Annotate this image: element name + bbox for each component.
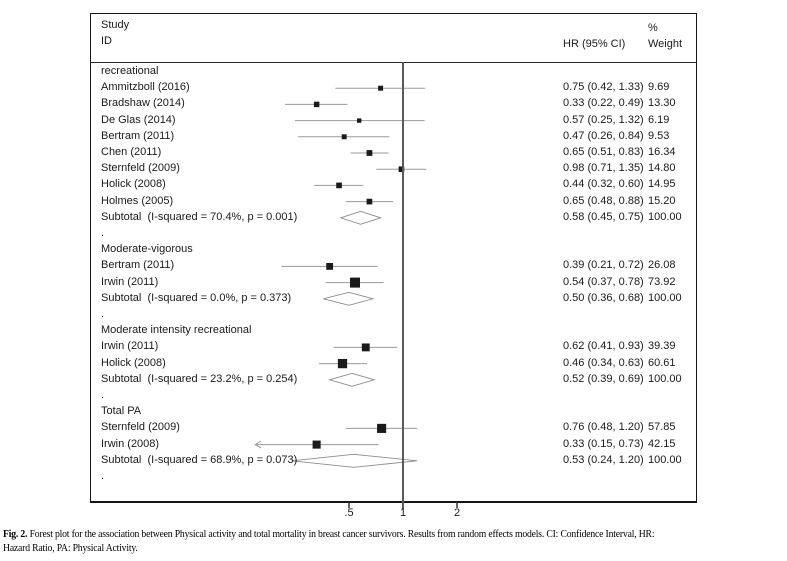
study-weight-value: 39.39 [648, 340, 676, 353]
subtotal-weight-value: 100.00 [648, 291, 682, 304]
group-label: recreational [101, 65, 159, 77]
study-weight-value: 60.61 [648, 356, 676, 369]
study-hr-ci-value: 0.47 (0.26, 0.84) [563, 129, 644, 142]
study-hr-ci-value: 0.65 (0.51, 0.83) [563, 146, 644, 158]
study-hr-ci-value: 0.75 (0.42, 1.33) [563, 81, 644, 94]
hr-marker [398, 166, 405, 173]
study-label: Chen (2011) [101, 146, 162, 158]
study-hr-ci-value: 0.44 (0.32, 0.60) [563, 178, 644, 191]
study-weight-value: 14.80 [648, 162, 676, 175]
study-label: Holick (2008) [101, 178, 166, 191]
caption-text-1: Forest plot for the association between … [29, 528, 655, 540]
group-gap-dot: . [101, 308, 105, 320]
study-weight-value: 6.19 [648, 113, 670, 126]
header-separator-line [91, 62, 696, 63]
figure-number-label: Fig. 2. [3, 528, 28, 540]
study-label: Ammitzboll (2016) [101, 81, 190, 94]
subtotal-weight-value: 100.00 [648, 210, 682, 223]
figure-caption: Fig. 2. Forest plot for the association … [3, 527, 786, 555]
study-label: Sternfeld (2009) [101, 421, 180, 434]
study-label: Bertram (2011) [101, 129, 175, 142]
study-label: Irwin (2011) [101, 275, 159, 288]
study-weight-value: 15.20 [648, 194, 676, 207]
forest-plot-canvas [254, 62, 458, 509]
study-label: Holmes (2005) [101, 194, 174, 207]
study-weight-value: 16.34 [648, 146, 676, 158]
ci-clip-arrow [254, 440, 262, 449]
subtotal-diamond [291, 453, 418, 468]
subtotal-diamond [328, 372, 376, 387]
study-hr-ci-value: 0.33 (0.22, 0.49) [563, 97, 644, 110]
study-weight-value: 73.92 [648, 275, 676, 288]
study-weight-value: 14.95 [648, 178, 676, 191]
study-hr-ci-value: 0.39 (0.21, 0.72) [563, 259, 644, 272]
study-label: Bradshaw (2014) [101, 97, 185, 110]
subtotal-label: Subtotal (I-squared = 0.0%, p = 0.373) [101, 291, 292, 304]
group-label: Total PA [101, 405, 142, 418]
study-weight-value: 9.53 [648, 129, 670, 142]
plot-box: Study ID HR (95% CI) % Weight recreation… [90, 13, 697, 509]
subtotal-hr-ci-value: 0.58 (0.45, 0.75) [563, 210, 644, 223]
study-hr-ci-value: 0.62 (0.41, 0.93) [563, 340, 644, 353]
group-gap-dot: . [101, 227, 105, 239]
subtotal-diamond [339, 210, 383, 225]
study-weight-value: 26.08 [648, 259, 676, 272]
study-hr-ci-value: 0.98 (0.71, 1.35) [563, 162, 644, 175]
subtotal-label: Subtotal (I-squared = 23.2%, p = 0.254) [101, 372, 298, 385]
subtotal-weight-value: 100.00 [648, 372, 682, 385]
hr-marker [312, 440, 321, 449]
study-weight-value: 9.69 [648, 81, 670, 94]
axis-tick-label: 2 [453, 507, 461, 519]
study-hr-ci-value: 0.57 (0.25, 1.32) [563, 113, 644, 126]
hr-marker [336, 182, 342, 189]
hr-marker [313, 101, 320, 108]
subtotal-hr-ci-value: 0.52 (0.39, 0.69) [563, 372, 644, 385]
hr-marker [357, 118, 362, 123]
column-header-study-line1: Study [101, 19, 130, 31]
axis-tick-label: .5 [344, 507, 354, 519]
study-weight-value: 57.85 [648, 421, 676, 434]
study-label: Bertram (2011) [101, 259, 175, 272]
subtotal-weight-value: 100.00 [648, 453, 682, 466]
study-label: Irwin (2011) [101, 340, 159, 353]
column-header-hr-ci: HR (95% CI) [563, 38, 626, 50]
hr-marker [349, 277, 361, 288]
subtotal-diamond [323, 291, 375, 306]
hr-marker [366, 150, 373, 156]
study-label: Irwin (2008) [101, 437, 160, 450]
study-hr-ci-value: 0.54 (0.37, 0.78) [563, 275, 644, 288]
group-gap-dot: . [101, 389, 105, 401]
subtotal-hr-ci-value: 0.50 (0.36, 0.68) [563, 291, 644, 304]
study-hr-ci-value: 0.33 (0.15, 0.73) [563, 437, 644, 450]
study-label: De Glas (2014) [101, 113, 176, 126]
study-label: Sternfeld (2009) [101, 162, 180, 175]
hr-marker [326, 263, 334, 270]
hr-marker [337, 358, 348, 369]
group-gap-dot: . [101, 470, 105, 482]
study-hr-ci-value: 0.46 (0.34, 0.63) [563, 356, 644, 369]
column-header-weight-line2: Weight [648, 38, 683, 50]
group-label: Moderate-vigorous [101, 243, 193, 256]
hr-marker [377, 423, 387, 433]
caption-line-2: Hazard Ratio, PA: Physical Activity. [3, 542, 138, 554]
hr-marker [366, 198, 373, 205]
subtotal-label: Subtotal (I-squared = 68.9%, p = 0.073) [101, 453, 298, 466]
subtotal-hr-ci-value: 0.53 (0.24, 1.20) [563, 453, 644, 466]
study-weight-value: 42.15 [648, 437, 676, 450]
caption-line-1: Fig. 2. Forest plot for the association … [3, 527, 786, 541]
study-weight-value: 13.30 [648, 97, 676, 110]
hr-marker [361, 343, 370, 352]
study-hr-ci-value: 0.65 (0.48, 0.88) [563, 194, 644, 207]
study-hr-ci-value: 0.76 (0.48, 1.20) [563, 421, 644, 434]
axis-tick-label: 1 [399, 507, 407, 519]
hr-marker [341, 134, 347, 140]
group-label: Moderate intensity recreational [101, 324, 252, 337]
column-header-study-line2: ID [101, 35, 112, 47]
study-label: Holick (2008) [101, 356, 166, 369]
column-header-weight-line1: % [648, 22, 658, 34]
hr-marker [378, 85, 384, 91]
subtotal-label: Subtotal (I-squared = 70.4%, p = 0.001) [101, 210, 298, 223]
